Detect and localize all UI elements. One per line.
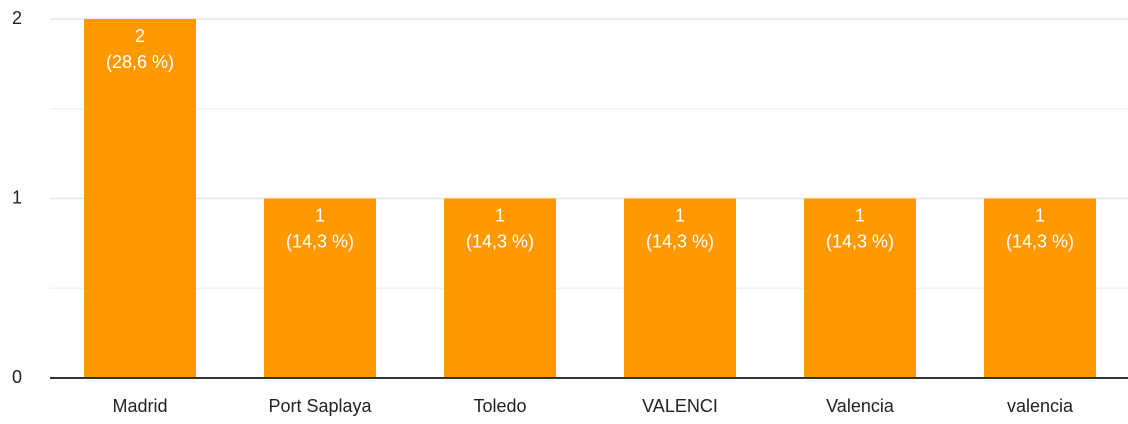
bar bbox=[444, 198, 556, 378]
value-label: 1 bbox=[495, 205, 505, 225]
x-tick-label: Port Saplaya bbox=[268, 396, 372, 416]
bar bbox=[804, 198, 916, 378]
x-tick-label: valencia bbox=[1007, 396, 1074, 416]
bar bbox=[264, 198, 376, 378]
x-tick-label: Toledo bbox=[473, 396, 526, 416]
bar bbox=[84, 19, 196, 378]
value-label: 2 bbox=[135, 26, 145, 46]
x-tick-label: VALENCI bbox=[642, 396, 718, 416]
value-label: 1 bbox=[855, 205, 865, 225]
percent-label: (14,3 %) bbox=[286, 231, 354, 251]
y-tick-label: 0 bbox=[12, 367, 22, 387]
percent-label: (28,6 %) bbox=[106, 52, 174, 72]
bar bbox=[984, 198, 1096, 378]
value-label: 1 bbox=[675, 205, 685, 225]
value-label: 1 bbox=[1035, 205, 1045, 225]
percent-label: (14,3 %) bbox=[466, 231, 534, 251]
y-tick-label: 2 bbox=[12, 8, 22, 28]
bar bbox=[624, 198, 736, 378]
percent-label: (14,3 %) bbox=[646, 231, 714, 251]
percent-label: (14,3 %) bbox=[826, 231, 894, 251]
x-tick-label: Valencia bbox=[826, 396, 895, 416]
value-label: 1 bbox=[315, 205, 325, 225]
percent-label: (14,3 %) bbox=[1006, 231, 1074, 251]
x-tick-label: Madrid bbox=[112, 396, 167, 416]
y-tick-label: 1 bbox=[12, 187, 22, 207]
